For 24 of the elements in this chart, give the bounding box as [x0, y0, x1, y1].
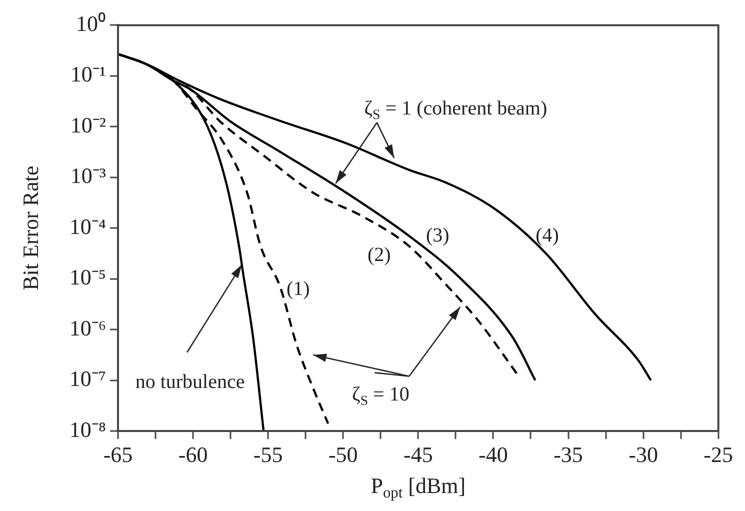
y-tick-label: 10⁻³ — [70, 163, 106, 188]
y-tick-label: 10⁻⁶ — [69, 315, 106, 340]
x-tick-label: -65 — [103, 442, 133, 467]
y-tick-label: 10⁻⁸ — [69, 416, 106, 442]
x-tick-label: -35 — [554, 442, 583, 467]
annotation: (4) — [536, 224, 559, 246]
x-tick-label: -45 — [404, 442, 433, 467]
x-tick-label: -50 — [328, 442, 358, 467]
y-axis-title: Bit Error Rate — [18, 166, 43, 290]
x-tick-label: -40 — [478, 442, 508, 467]
x-tick-label: -60 — [178, 442, 208, 467]
annotation: (3) — [426, 224, 450, 246]
y-tick-label: 10⁻² — [70, 112, 106, 138]
x-tick-label: -55 — [253, 442, 283, 467]
y-tick-label: 10⁻⁷ — [69, 366, 106, 392]
annotation: (1) — [286, 278, 310, 300]
x-tick-label: -30 — [628, 442, 658, 467]
y-tick-label: 10⁰ — [76, 10, 106, 36]
y-tick-label: 10⁻⁴ — [69, 214, 106, 239]
y-tick-label: 10⁻¹ — [70, 62, 106, 87]
y-tick-label: 10⁻⁵ — [69, 264, 106, 290]
annotation: no turbulence — [135, 371, 245, 394]
x-tick-label: -25 — [704, 442, 733, 467]
annotation: (2) — [367, 244, 391, 266]
